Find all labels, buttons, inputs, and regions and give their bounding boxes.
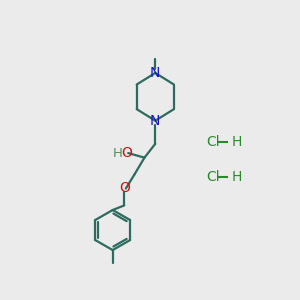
Text: H: H xyxy=(113,146,123,160)
Text: H: H xyxy=(232,170,242,184)
Text: N: N xyxy=(150,66,160,80)
Text: N: N xyxy=(150,114,160,128)
Text: H: H xyxy=(232,135,242,149)
Text: Cl: Cl xyxy=(206,170,220,184)
Text: O: O xyxy=(119,182,130,196)
Text: Cl: Cl xyxy=(206,135,220,149)
Text: O: O xyxy=(121,146,132,160)
